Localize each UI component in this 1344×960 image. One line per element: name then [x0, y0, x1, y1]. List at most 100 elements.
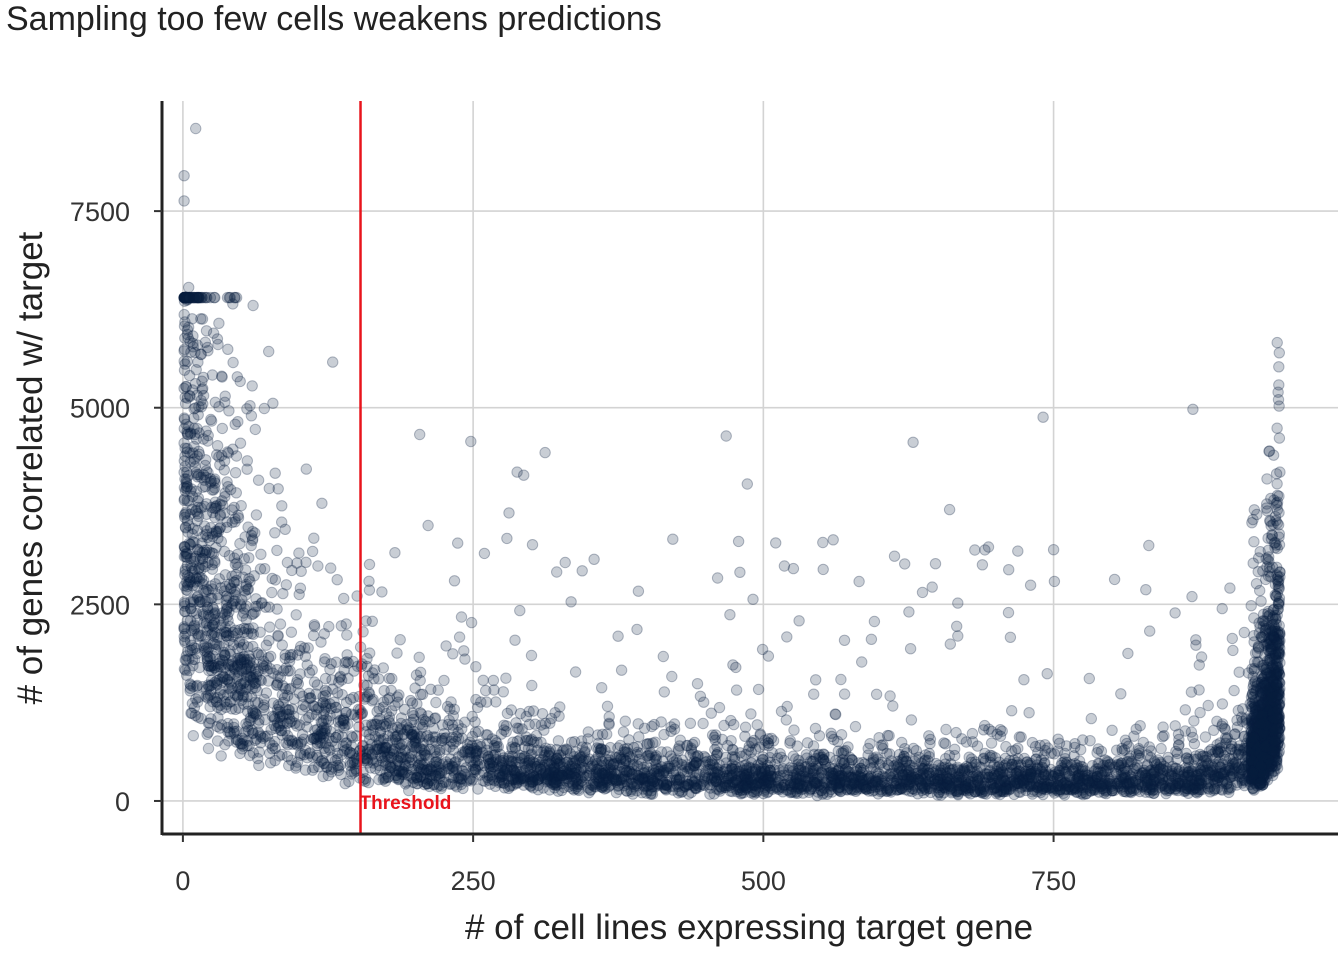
- data-point: [1144, 625, 1156, 637]
- data-point: [261, 664, 273, 677]
- data-point: [1201, 758, 1214, 770]
- data-point: [218, 626, 230, 638]
- data-point: [1172, 728, 1185, 740]
- data-point: [904, 643, 917, 655]
- data-point: [1192, 779, 1204, 791]
- data-point: [179, 522, 192, 534]
- data-point: [1193, 775, 1206, 787]
- data-point: [1250, 753, 1263, 765]
- data-point: [384, 759, 397, 772]
- data-point: [728, 763, 741, 775]
- data-point: [1013, 731, 1026, 743]
- data-point: [330, 701, 342, 714]
- data-point: [1256, 748, 1268, 760]
- data-point: [750, 786, 763, 799]
- data-point: [1088, 776, 1101, 789]
- data-point: [1266, 760, 1279, 772]
- data-point: [1121, 778, 1134, 790]
- data-point: [1263, 675, 1276, 688]
- data-point: [414, 771, 427, 783]
- data-point: [1247, 730, 1260, 742]
- data-point: [1228, 684, 1240, 697]
- data-point: [588, 760, 601, 773]
- data-point: [986, 778, 998, 790]
- data-point: [478, 547, 491, 560]
- data-point: [870, 751, 882, 763]
- data-point: [779, 778, 791, 791]
- data-point: [1272, 726, 1285, 738]
- data-point: [178, 422, 191, 435]
- data-point: [1236, 777, 1249, 789]
- data-point: [1266, 727, 1279, 739]
- data-point: [1261, 753, 1273, 765]
- data-point: [1269, 672, 1281, 684]
- data-point: [1052, 780, 1065, 792]
- data-point: [1270, 468, 1283, 480]
- data-point: [1262, 544, 1275, 556]
- data-point: [887, 700, 899, 712]
- data-point: [1273, 528, 1286, 540]
- data-point: [592, 729, 604, 741]
- data-point: [1238, 626, 1251, 639]
- data-point: [1216, 720, 1228, 732]
- data-point: [1267, 674, 1279, 686]
- data-point: [310, 688, 322, 700]
- data-point: [450, 763, 462, 776]
- data-point: [1269, 648, 1282, 661]
- data-point: [284, 649, 296, 661]
- data-point: [332, 761, 345, 773]
- data-point: [875, 774, 887, 786]
- data-point: [193, 571, 206, 583]
- data-point: [366, 748, 378, 760]
- data-point: [741, 777, 753, 789]
- data-point: [1053, 786, 1066, 798]
- data-point: [1180, 782, 1192, 794]
- data-point: [698, 696, 710, 708]
- data-point: [644, 746, 657, 758]
- data-point: [705, 707, 717, 719]
- data-point: [861, 783, 873, 795]
- data-point: [545, 757, 557, 769]
- data-point: [527, 705, 540, 717]
- data-point: [1205, 743, 1218, 756]
- data-point: [632, 585, 645, 597]
- data-point: [672, 780, 684, 793]
- data-point: [1254, 704, 1266, 716]
- data-point: [453, 771, 465, 783]
- data-point: [256, 659, 269, 671]
- data-point: [1269, 578, 1282, 591]
- data-point: [845, 783, 857, 795]
- data-point: [1173, 777, 1186, 789]
- data-point: [1255, 755, 1267, 767]
- data-point: [569, 776, 582, 788]
- data-point: [196, 313, 209, 325]
- data-point: [945, 758, 957, 770]
- data-point: [250, 663, 262, 675]
- data-point: [956, 771, 968, 783]
- data-point: [186, 384, 199, 396]
- data-point: [1047, 544, 1060, 556]
- data-point: [888, 550, 901, 562]
- data-point: [642, 784, 654, 796]
- data-point: [1156, 767, 1169, 779]
- data-point: [471, 701, 484, 714]
- data-point: [684, 717, 697, 729]
- data-point: [188, 291, 200, 304]
- data-point: [759, 765, 771, 777]
- data-point: [342, 657, 354, 669]
- data-point: [793, 615, 805, 627]
- data-point: [191, 450, 203, 462]
- data-point: [827, 770, 839, 782]
- data-point: [418, 772, 430, 784]
- data-point: [198, 617, 210, 629]
- data-point: [588, 553, 600, 565]
- data-point: [1257, 672, 1269, 685]
- data-point: [336, 674, 348, 686]
- data-point: [739, 770, 751, 782]
- data-point: [1034, 739, 1046, 752]
- data-point: [832, 765, 845, 777]
- data-point: [226, 659, 238, 671]
- data-point: [1025, 763, 1038, 775]
- data-point: [518, 469, 530, 481]
- data-point: [958, 780, 970, 793]
